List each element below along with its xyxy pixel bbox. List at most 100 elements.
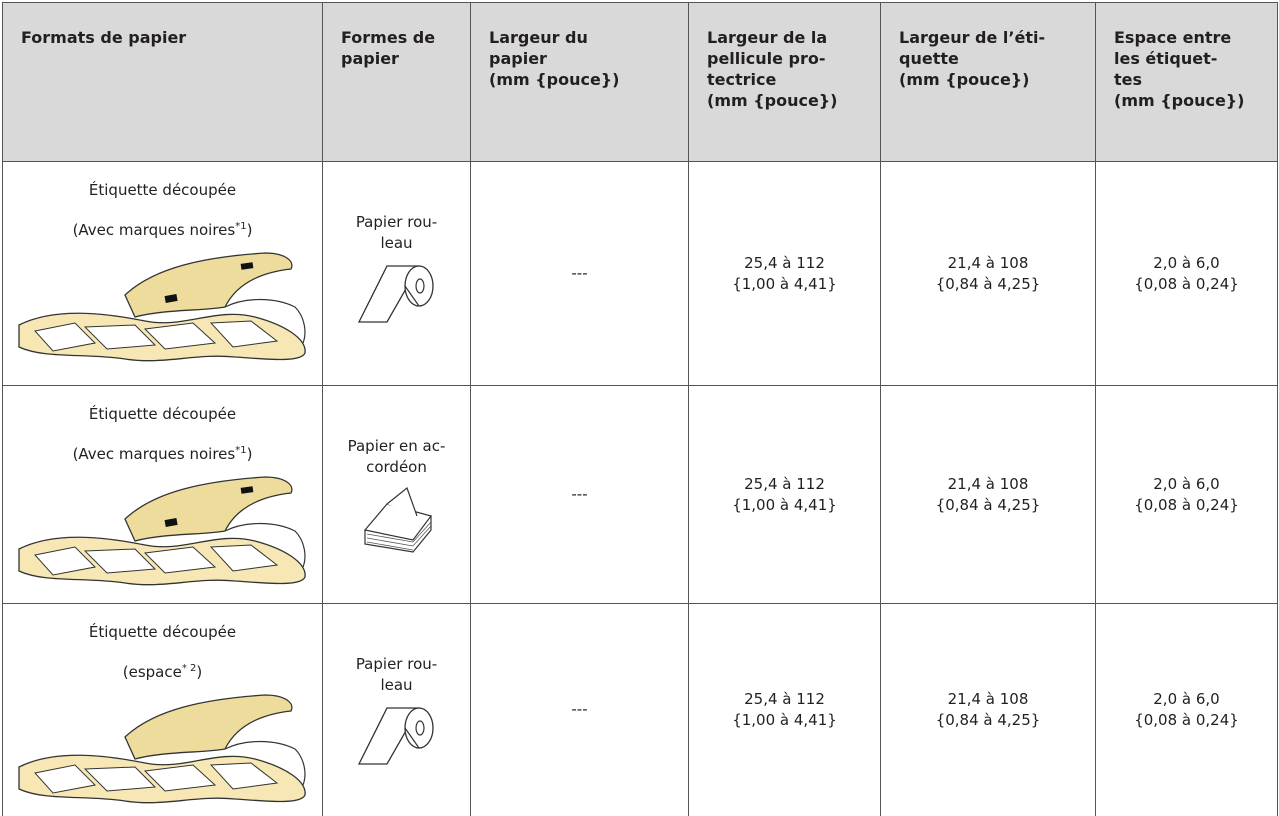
format-note: (Avec marques noires*1) [3, 220, 322, 241]
header-text: (mm {pouce}) [899, 70, 1030, 89]
form-line: leau [380, 234, 413, 252]
illustration-wrap [3, 247, 322, 365]
paper-width-cell: --- [470, 385, 689, 604]
format-cell: Étiquette découpée (Avec marques noires*1… [2, 385, 323, 604]
header-cell: Largeur de l’éti-quette (mm {pouce}) [880, 2, 1096, 162]
film-width: 25,4 à 112 [744, 689, 825, 708]
format-cell: Étiquette découpée (espace* 2) [2, 603, 323, 816]
label-width: 21,4 à 108 [947, 689, 1029, 708]
illustration-wrap [3, 471, 322, 589]
header-cell: Formes de papier [322, 2, 471, 162]
icon-wrap [323, 704, 470, 768]
film-width-cell: 25,4 à 112 {1,00 à 4,41} [688, 161, 881, 386]
header-cell: Largeur de la pellicule pro-tectrice (mm {… [688, 2, 881, 162]
header-text: (mm {pouce}) [707, 91, 838, 110]
form-cell: Papier rou-leau [322, 161, 471, 386]
paper-width: --- [571, 700, 588, 719]
table-row: Étiquette découpée (espace* 2) Papier rou… [2, 603, 1278, 816]
header-text: (mm {pouce}) [1114, 91, 1245, 110]
note-close: ) [246, 445, 253, 463]
form-text: Papier rou-leau [323, 654, 470, 696]
header-cell: Formats de papier [2, 2, 323, 162]
label-width-cell: 21,4 à 108 {0,84 à 4,25} [880, 385, 1096, 604]
gap-cell: 2,0 à 6,0 {0,08 à 0,24} [1095, 161, 1278, 386]
header-text: les étiquet- [1114, 49, 1218, 68]
header-text: Formes de [341, 28, 436, 47]
label-width: {0,84 à 4,25} [935, 274, 1041, 293]
header-text: papier [489, 49, 547, 68]
icon-wrap [323, 486, 470, 556]
note-text: (Avec marques noires [72, 221, 236, 239]
form-line: Papier rou- [355, 213, 438, 231]
header-text: Formats de papier [21, 28, 187, 47]
gap-cell: 2,0 à 6,0 {0,08 à 0,24} [1095, 385, 1278, 604]
label-width: 21,4 à 108 [947, 474, 1029, 493]
header-text: Largeur du [489, 28, 588, 47]
label-strip-illustration [17, 694, 306, 804]
header-row: Formats de papier Formes de papier Largeu… [2, 2, 1278, 162]
form-cell: Papier rou-leau [322, 603, 471, 816]
film-width-cell: 25,4 à 112 {1,00 à 4,41} [688, 603, 881, 816]
note-close: ) [196, 663, 203, 681]
roll-icon [357, 707, 434, 765]
header-cell: Largeur du papier (mm {pouce}) [470, 2, 689, 162]
note-close: ) [246, 221, 253, 239]
paper-width: --- [571, 485, 588, 503]
label-width: {0,84 à 4,25} [935, 495, 1041, 514]
header-text: (mm {pouce}) [489, 70, 620, 89]
film-width: {1,00 à 4,41} [732, 495, 837, 514]
form-cell: Papier en ac-cordéon [322, 385, 471, 604]
gap: {0,08 à 0,24} [1134, 710, 1239, 729]
header-text: quette [899, 49, 959, 68]
film-width: {1,00 à 4,41} [732, 710, 837, 729]
header-cell: Espace entre les étiquet-tes (mm {pouce}) [1095, 2, 1278, 162]
header-text: tes [1114, 70, 1143, 89]
gap: 2,0 à 6,0 [1153, 474, 1220, 493]
gap-cell: 2,0 à 6,0 {0,08 à 0,24} [1095, 603, 1278, 816]
form-text: Papier en ac-cordéon [323, 436, 470, 478]
film-width: 25,4 à 112 [744, 253, 825, 272]
table-row: Étiquette découpée (Avec marques noires*1… [2, 385, 1278, 604]
format-name: Étiquette découpée [88, 405, 237, 423]
format-note: (Avec marques noires*1) [3, 444, 322, 465]
form-line: cordéon [366, 458, 427, 476]
label-width-cell: 21,4 à 108 {0,84 à 4,25} [880, 603, 1096, 816]
film-width-cell: 25,4 à 112 {1,00 à 4,41} [688, 385, 881, 604]
label-width: {0,84 à 4,25} [935, 710, 1041, 729]
form-line: Papier rou- [355, 655, 438, 673]
note-footnote: * 2 [181, 663, 197, 674]
gap: {0,08 à 0,24} [1134, 274, 1239, 293]
film-width: {1,00 à 4,41} [732, 274, 837, 293]
roll-icon [357, 265, 434, 323]
header-text: papier [341, 49, 399, 68]
gap: 2,0 à 6,0 [1153, 253, 1220, 272]
form-text: Papier rou-leau [323, 212, 470, 254]
note-text: (Avec marques noires [72, 445, 236, 463]
form-line: leau [380, 676, 413, 694]
header-text: pellicule pro- [707, 49, 826, 68]
label-width-cell: 21,4 à 108 {0,84 à 4,25} [880, 161, 1096, 386]
icon-wrap [323, 262, 470, 326]
note-footnote: *1 [235, 221, 247, 232]
label-width: 21,4 à 108 [947, 253, 1029, 272]
format-note: (espace* 2) [3, 662, 322, 683]
illustration-wrap [3, 689, 322, 807]
paper-width-cell: --- [470, 161, 689, 386]
table-row: Étiquette découpée (Avec marques noires*1… [2, 161, 1278, 386]
gap: {0,08 à 0,24} [1134, 495, 1239, 514]
form-line: Papier en ac- [347, 437, 446, 455]
film-width: 25,4 à 112 [744, 474, 825, 493]
label-strip-illustration [17, 476, 306, 586]
fanfold-icon [363, 487, 432, 553]
format-name: Étiquette découpée [88, 623, 237, 641]
paper-width-cell: --- [470, 603, 689, 816]
paper-width: --- [571, 264, 588, 282]
note-text: (espace [122, 663, 182, 681]
gap: 2,0 à 6,0 [1153, 689, 1220, 708]
format-cell: Étiquette découpée (Avec marques noires*1… [2, 161, 323, 386]
header-text: Largeur de l’éti- [899, 28, 1046, 47]
label-strip-illustration [17, 252, 306, 362]
header-text: Espace entre [1114, 28, 1232, 47]
